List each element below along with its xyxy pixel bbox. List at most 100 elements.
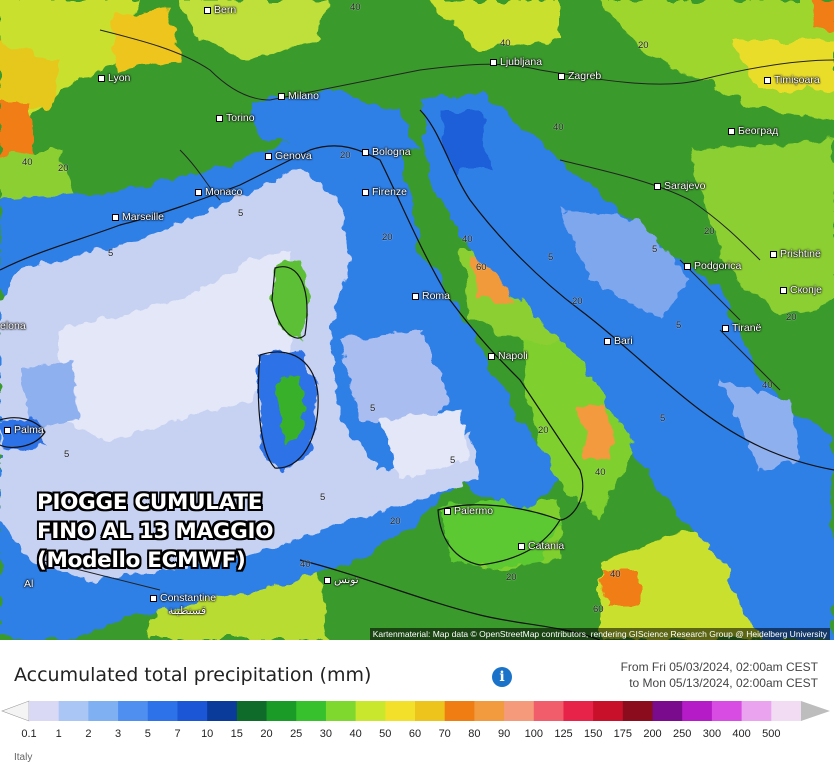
- isoline-label: 5: [108, 248, 114, 259]
- overlay-line-1: PIOGGE CUMULATE: [37, 490, 263, 515]
- scale-swatch: [236, 701, 268, 721]
- precipitation-map[interactable]: Bern Lyon Milano Torino Genova Bologna M…: [0, 0, 834, 640]
- scale-swatch: [88, 701, 119, 721]
- isoline-label: 40: [462, 234, 473, 245]
- scale-tick-label: 300: [702, 728, 722, 740]
- scale-tick-label: 10: [201, 728, 214, 740]
- city-label-genova: Genova: [265, 150, 312, 162]
- scale-tick-label: 20: [260, 728, 273, 740]
- isoline-label: 40: [300, 559, 311, 570]
- legend-panel: Accumulated total precipitation (mm) i F…: [0, 640, 834, 763]
- city-label-monaco: Monaco: [195, 186, 242, 198]
- scale-swatch: [711, 701, 743, 721]
- scale-swatch: [296, 701, 327, 721]
- isoline-label: 40: [553, 122, 564, 133]
- scale-tick-label: 25: [290, 728, 303, 740]
- scale-tick-label: 2: [85, 728, 92, 740]
- overlay-line-2: FINO AL 13 MAGGIO: [37, 519, 274, 544]
- city-label-constantine: Constantine: [150, 592, 216, 604]
- city-label-prishtine: Prishtinë: [770, 248, 821, 260]
- scale-swatch: [533, 701, 564, 721]
- scale-tick-label: 200: [643, 728, 662, 740]
- scale-tick-label: 30: [319, 728, 333, 740]
- period-to: to Mon 05/13/2024, 02:00am CEST: [629, 676, 818, 690]
- scale-tick-label: 1: [55, 728, 62, 740]
- isoline-label: 5: [676, 320, 682, 331]
- scale-arrow-right: [801, 701, 830, 721]
- scale-swatch: [563, 701, 594, 721]
- scale-swatch: [504, 701, 535, 721]
- city-label-barcelona: elona: [0, 320, 26, 332]
- isoline-label: 20: [638, 40, 649, 51]
- isoline-label: 5: [238, 208, 244, 219]
- isoline-label: 40: [350, 2, 361, 13]
- city-label-roma: Roma: [412, 290, 450, 302]
- info-icon[interactable]: i: [492, 667, 512, 687]
- city-label-marseille: Marseille: [112, 211, 164, 223]
- city-label-tunis: تونس: [324, 574, 359, 586]
- scale-swatch: [29, 701, 60, 721]
- scale-tick-label: 3: [115, 728, 122, 740]
- scale-swatch: [474, 701, 505, 721]
- scale-swatch: [207, 701, 238, 721]
- city-label-beograd: Београд: [728, 125, 778, 137]
- isoline-label: 40: [595, 467, 606, 478]
- scale-swatch: [771, 701, 802, 721]
- isoline-label: 40: [500, 38, 511, 49]
- isoline-label: 5: [64, 449, 70, 460]
- city-label-skopje: Скопје: [780, 284, 822, 296]
- scale-tick-label: 250: [673, 728, 692, 740]
- scale-arrow-left: [1, 700, 30, 722]
- map-canvas: [0, 0, 834, 640]
- scale-tick-label: 150: [584, 728, 603, 740]
- isoline-label: 5: [548, 252, 554, 263]
- city-label-palma: Palma: [4, 424, 44, 436]
- isoline-label: 60: [476, 262, 487, 273]
- scale-swatch: [593, 701, 624, 721]
- scale-tick-label: 400: [732, 728, 751, 740]
- city-label-lyon: Lyon: [98, 72, 130, 84]
- isoline-label: 20: [390, 516, 401, 527]
- isoline-label: 5: [450, 455, 456, 466]
- city-label-torino: Torino: [216, 112, 255, 124]
- city-label-ljubljana: Ljubljana: [490, 56, 542, 68]
- scale-tick-label: 100: [524, 728, 543, 740]
- isoline-label: 40: [22, 157, 33, 168]
- scale-tick-label: 50: [379, 728, 392, 740]
- scale-swatch: [177, 701, 208, 721]
- scale-swatch: [118, 701, 149, 721]
- city-label-bologna: Bologna: [362, 146, 411, 158]
- scale-swatch: [385, 701, 416, 721]
- isoline-label: 20: [506, 572, 517, 583]
- scale-tick-label: 0.1: [21, 728, 37, 740]
- region-label: Italy: [14, 752, 33, 763]
- overlay-line-3: (Modello ECMWF): [37, 548, 246, 573]
- isoline-label: 20: [382, 232, 393, 243]
- scale-swatch: [415, 701, 446, 721]
- scale-tick-label: 175: [613, 728, 632, 740]
- isoline-label: 5: [370, 403, 376, 414]
- city-label-constantine-arabic: قسنطينة: [168, 605, 207, 617]
- isoline-label: 20: [538, 425, 549, 436]
- map-overlay-caption: PIOGGE CUMULATE FINO AL 13 MAGGIO (Model…: [37, 488, 273, 575]
- isoline-label: 60: [593, 604, 604, 615]
- city-label-alger: Al: [24, 578, 34, 590]
- scale-tick-label: 5: [144, 728, 151, 740]
- city-label-timisoara: Timișoara: [764, 74, 820, 86]
- city-label-podgorica: Podgorica: [684, 260, 741, 272]
- scale-tick-label: 7: [174, 728, 181, 740]
- period-from: From Fri 05/03/2024, 02:00am CEST: [620, 660, 818, 674]
- scale-tick-label: 90: [497, 728, 511, 740]
- city-label-napoli: Napoli: [488, 350, 528, 362]
- scale-tick-label: 15: [230, 728, 243, 740]
- city-label-zagreb: Zagreb: [558, 70, 601, 82]
- city-label-bern: Bern: [204, 4, 236, 16]
- map-attribution[interactable]: Kartenmaterial: Map data © OpenStreetMap…: [369, 628, 830, 640]
- city-label-firenze: Firenze: [362, 186, 407, 198]
- legend-title: Accumulated total precipitation (mm): [14, 664, 372, 686]
- scale-tick-label: 60: [408, 728, 422, 740]
- city-label-tirane: Tiranë: [722, 322, 761, 334]
- coastline-lines: [0, 109, 834, 640]
- scale-swatch: [266, 701, 297, 721]
- city-label-palermo: Palermo: [444, 505, 493, 517]
